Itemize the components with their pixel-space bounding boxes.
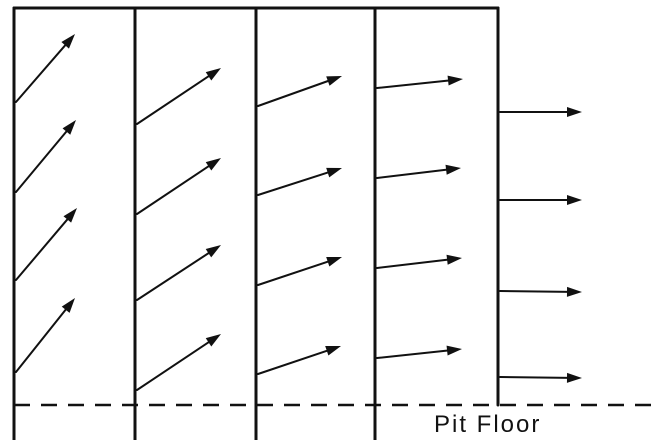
displacement-arrow [136, 334, 221, 391]
displacement-arrow [136, 245, 221, 301]
displacement-arrow [376, 254, 462, 269]
arrow-shaft [15, 307, 68, 373]
arrow-head [566, 372, 582, 383]
arrow-head [567, 195, 582, 205]
arrow-head [446, 345, 462, 356]
arrow-shaft [376, 79, 452, 89]
arrow-head [326, 167, 342, 178]
arrow-shaft [15, 216, 70, 281]
arrow-head [326, 257, 342, 267]
displacement-arrow [257, 167, 342, 196]
displacement-arrow [136, 68, 221, 125]
displacement-arrow [376, 164, 461, 179]
arrow-shaft [15, 128, 69, 193]
arrow-shaft [136, 340, 212, 391]
displacement-arrow [257, 346, 341, 375]
arrow-shaft [257, 79, 331, 107]
displacement-arrow [499, 372, 582, 383]
arrow-shaft [136, 164, 212, 215]
arrow-shaft [136, 74, 212, 125]
arrow-shaft [376, 349, 451, 359]
arrow-head [205, 68, 221, 81]
displacement-arrow [136, 158, 221, 215]
displacement-arrows [15, 34, 582, 391]
arrow-head [205, 158, 221, 171]
arrow-head [61, 34, 75, 49]
arrow-head [62, 120, 76, 135]
arrow-head [205, 245, 221, 258]
displacement-arrow [499, 195, 582, 205]
displacement-arrow [257, 257, 342, 286]
arrow-shaft [257, 349, 330, 375]
arrow-head [447, 75, 463, 86]
displacement-arrow [376, 75, 463, 89]
arrow-head [325, 346, 341, 356]
arrow-shaft [499, 290, 571, 293]
displacement-arrow [15, 208, 77, 281]
displacement-arrow [499, 286, 582, 297]
displacement-arrow [499, 107, 582, 117]
arrow-shaft [257, 260, 331, 286]
arrow-shaft [257, 170, 331, 196]
arrow-head [567, 107, 582, 117]
arrow-shaft [15, 42, 68, 103]
arrow-head [446, 254, 462, 265]
arrow-head [205, 334, 221, 347]
arrow-head [445, 164, 461, 175]
arrow-shaft [376, 258, 451, 269]
arrow-head [61, 298, 75, 313]
pit-floor-label: Pit Floor [434, 411, 541, 438]
arrow-head [63, 208, 77, 223]
arrow-shaft [376, 168, 450, 179]
displacement-arrow [15, 120, 76, 193]
arrow-shaft [136, 251, 212, 301]
arrow-head [326, 76, 342, 86]
displacement-arrow [257, 76, 342, 107]
displacement-arrow [15, 34, 75, 103]
arrow-shaft [499, 376, 571, 379]
displacement-arrow [376, 345, 462, 359]
displacement-arrow [15, 298, 75, 373]
arrow-head [566, 286, 582, 297]
